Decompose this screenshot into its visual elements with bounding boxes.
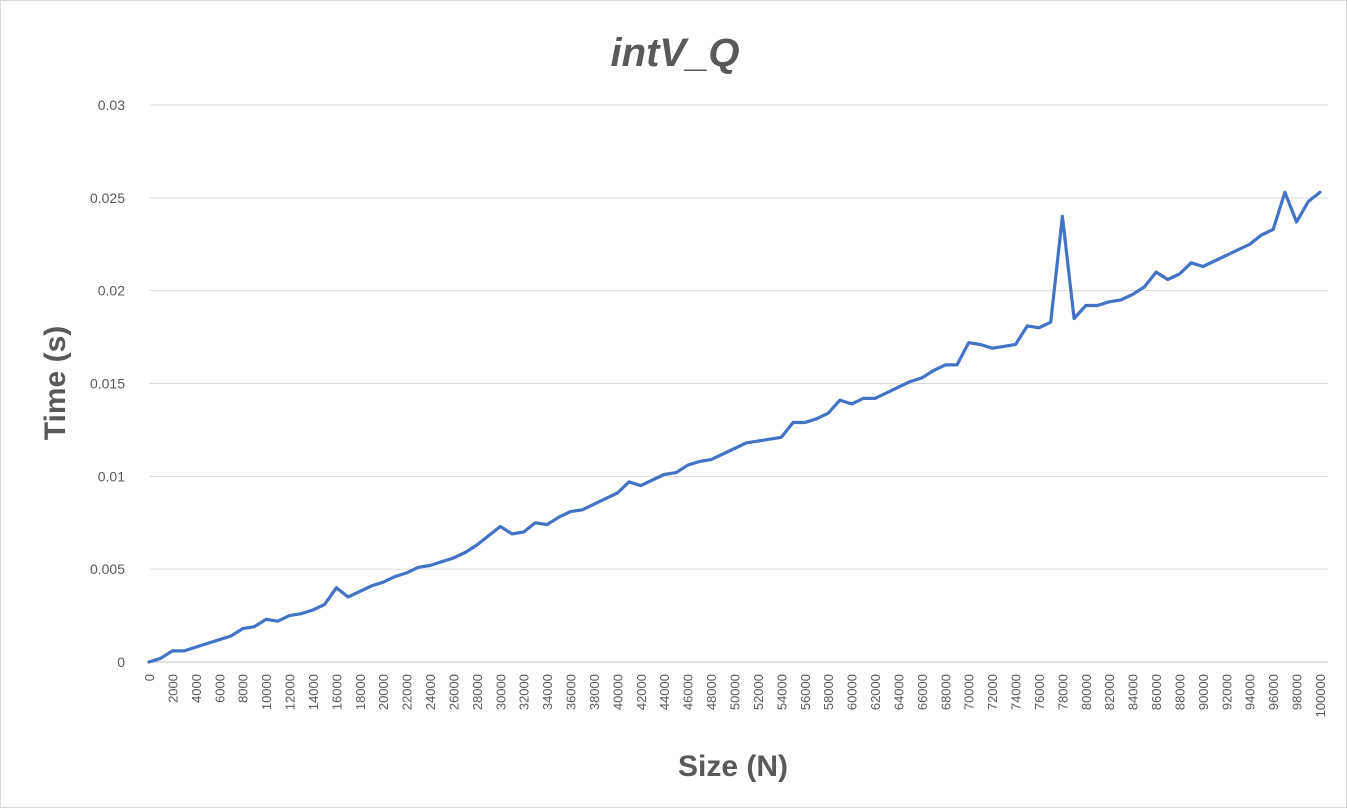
y-tick-label: 0.03 [98,97,125,113]
x-tick-label: 84000 [1126,674,1141,710]
x-tick-label: 20000 [376,674,391,710]
x-tick-label: 62000 [868,674,883,710]
x-tick-label: 12000 [283,674,298,710]
y-tick-label: 0.015 [90,376,125,392]
x-tick-label: 60000 [845,674,860,710]
y-tick-label: 0 [117,654,125,670]
x-tick-label: 30000 [493,674,508,710]
x-tick-label: 28000 [470,674,485,710]
x-axis-ticks: 0 2000 4000 6000 8000 10000 12000 14000 16000 180… [142,674,1328,717]
chart-title: intV_Q [611,31,740,75]
x-tick-label: 8000 [236,674,251,703]
x-tick-label: 4000 [189,674,204,703]
x-tick-label: 64000 [891,674,906,710]
x-tick-label: 18000 [353,674,368,710]
x-tick-label: 0 [142,674,157,681]
y-tick-label: 0.02 [98,283,125,299]
x-tick-label: 34000 [540,674,555,710]
y-axis-title: Time (s) [39,326,72,440]
x-tick-label: 98000 [1290,674,1305,710]
x-tick-label: 82000 [1102,674,1117,710]
x-tick-label: 92000 [1219,674,1234,710]
x-tick-label: 50000 [728,674,743,710]
x-tick-label: 96000 [1266,674,1281,710]
y-axis-ticks: 0 0.005 0.01 0.015 0.02 0.025 0.03 [90,97,125,670]
x-tick-label: 70000 [962,674,977,710]
x-tick-label: 42000 [634,674,649,710]
x-axis-title: Size (N) [678,750,788,783]
x-tick-label: 68000 [938,674,953,710]
x-tick-label: 58000 [821,674,836,710]
x-tick-label: 46000 [681,674,696,710]
x-tick-label: 16000 [329,674,344,710]
x-tick-label: 10000 [259,674,274,710]
gridlines [149,104,1328,570]
x-tick-label: 6000 [212,674,227,703]
x-tick-label: 88000 [1172,674,1187,710]
x-tick-label: 38000 [587,674,602,710]
x-tick-label: 66000 [915,674,930,710]
x-tick-label: 76000 [1032,674,1047,710]
x-tick-label: 100000 [1313,674,1328,717]
x-tick-label: 26000 [446,674,461,710]
x-tick-label: 78000 [1055,674,1070,710]
x-tick-label: 14000 [306,674,321,710]
x-tick-label: 54000 [774,674,789,710]
x-tick-label: 2000 [165,674,180,703]
x-tick-label: 80000 [1079,674,1094,710]
x-tick-label: 32000 [517,674,532,710]
x-tick-label: 44000 [657,674,672,710]
series-line [147,190,1322,664]
x-tick-label: 22000 [400,674,415,710]
x-tick-label: 90000 [1196,674,1211,710]
y-tick-label: 0.005 [90,561,125,577]
y-tick-label: 0.025 [90,190,125,206]
x-tick-label: 56000 [798,674,813,710]
x-tick-label: 36000 [564,674,579,710]
x-tick-label: 52000 [751,674,766,710]
y-tick-label: 0.01 [98,468,125,484]
x-tick-label: 48000 [704,674,719,710]
x-tick-label: 86000 [1149,674,1164,710]
x-tick-label: 74000 [1009,674,1024,710]
x-tick-label: 24000 [423,674,438,710]
x-tick-label: 94000 [1243,674,1258,710]
x-tick-label: 72000 [985,674,1000,710]
x-tick-label: 40000 [610,674,625,710]
